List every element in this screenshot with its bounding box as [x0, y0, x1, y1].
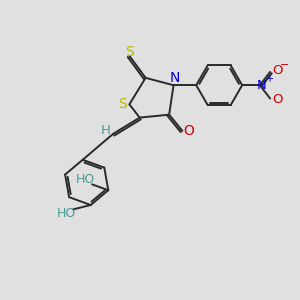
- Text: HO: HO: [57, 207, 76, 220]
- Text: O: O: [272, 64, 283, 77]
- Text: S: S: [125, 45, 134, 59]
- Text: O: O: [272, 93, 283, 106]
- Text: N: N: [170, 71, 180, 85]
- Text: H: H: [101, 124, 111, 137]
- Text: −: −: [280, 60, 289, 70]
- Text: HO: HO: [76, 173, 95, 186]
- Text: N: N: [256, 79, 266, 92]
- Text: +: +: [265, 74, 273, 84]
- Text: S: S: [118, 98, 127, 111]
- Text: O: O: [183, 124, 194, 138]
